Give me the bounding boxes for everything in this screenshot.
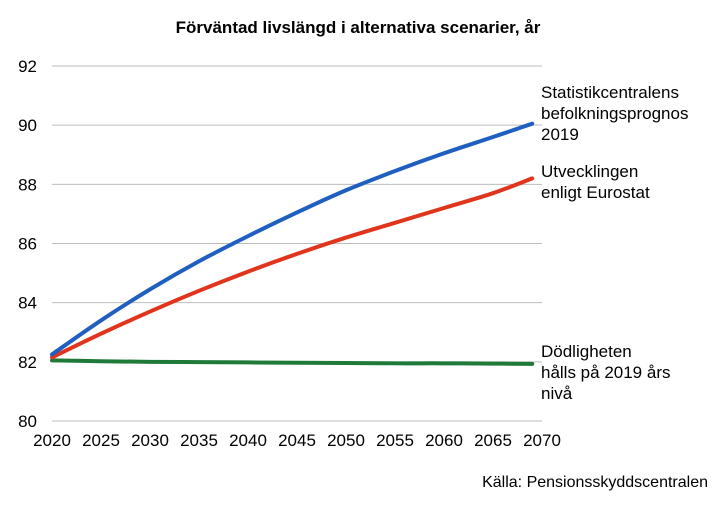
legend-label-line: befolkningsprognos — [541, 104, 688, 123]
x-tick-label: 2025 — [82, 431, 120, 450]
series-lines — [50, 121, 535, 366]
legend-label-line: 2019 — [541, 125, 579, 144]
y-tick-label: 82 — [18, 353, 37, 372]
gridlines — [52, 65, 542, 422]
x-tick-label: 2035 — [180, 431, 218, 450]
legend-label-line: enligt Eurostat — [541, 183, 650, 202]
y-tick-label: 86 — [18, 235, 37, 254]
x-tick-label: 2045 — [278, 431, 316, 450]
legend-label-line: Utvecklingen — [541, 162, 638, 181]
x-tick-label: 2060 — [425, 431, 463, 450]
x-tick-label: 2040 — [229, 431, 267, 450]
chart-title: Förväntad livslängd i alternativa scenar… — [176, 18, 541, 37]
y-tick-label: 88 — [18, 175, 37, 194]
y-axis-ticks: 80 82 84 86 88 90 92 — [18, 57, 37, 431]
legend-label-line: Statistikcentralens — [541, 83, 679, 102]
y-tick-label: 80 — [18, 412, 37, 431]
y-tick-label: 90 — [18, 116, 37, 135]
legend-label-1: Statistikcentralens befolkningsprognos 201… — [541, 83, 688, 144]
x-tick-label: 2055 — [376, 431, 414, 450]
series-line-3 — [50, 358, 535, 366]
legend-label-line: nivå — [541, 384, 573, 403]
x-tick-label: 2065 — [474, 431, 512, 450]
legend-label-line: Dödligheten — [541, 342, 632, 361]
series-line-1 — [50, 121, 535, 357]
y-tick-label: 92 — [18, 57, 37, 76]
y-tick-label: 84 — [18, 294, 37, 313]
x-tick-label: 2030 — [131, 431, 169, 450]
legend-labels: Statistikcentralens befolkningsprognos 201… — [541, 83, 688, 403]
legend-label-line: hålls på 2019 års — [541, 363, 670, 382]
x-tick-label: 2070 — [523, 431, 561, 450]
x-tick-label: 2020 — [33, 431, 71, 450]
legend-label-2: Utvecklingen enligt Eurostat — [541, 162, 650, 202]
series-line-2 — [50, 176, 535, 360]
source-note: Källa: Pensionsskyddscentralen — [482, 474, 708, 491]
legend-label-3: Dödligheten hålls på 2019 års nivå — [541, 342, 670, 403]
x-tick-label: 2050 — [327, 431, 365, 450]
x-axis-ticks: 2020 2025 2030 2035 2040 2045 2050 2055 2060 2065… — [33, 431, 561, 450]
